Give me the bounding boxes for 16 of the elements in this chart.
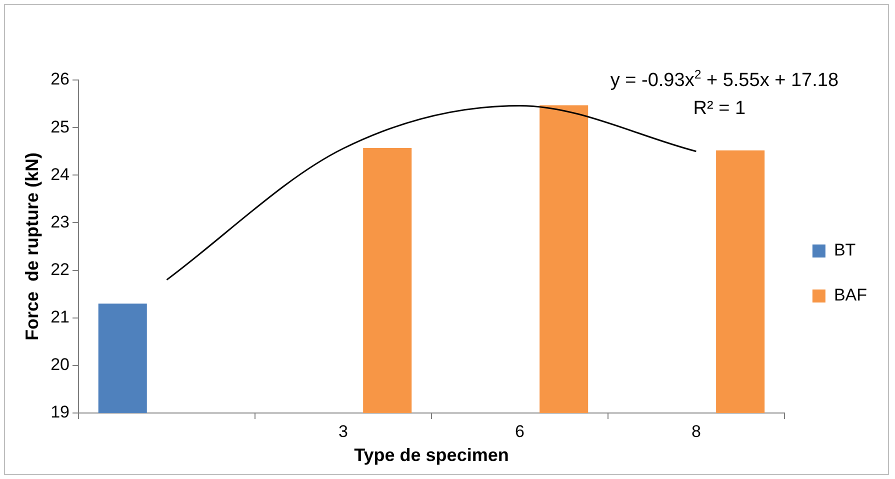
x-axis-title: Type de specimen [354,445,509,466]
y-tick-label: 23 [50,212,70,232]
x-tick-label: 3 [338,422,348,441]
legend-label: BT [834,240,856,260]
annotation: R² = 1 [693,98,746,119]
y-axis-title: Force de rupture (kN) [22,152,42,341]
y-tick-label: 20 [50,355,70,374]
y-tick-label: 25 [50,117,70,136]
y-tick-label: 24 [50,164,70,184]
y-tick-label: 22 [50,260,70,279]
x-tick-label: 6 [514,422,524,441]
x-tick-label: 8 [691,422,701,441]
legend-label: BAF [834,286,867,305]
y-tick-label: 19 [50,402,70,422]
y-tick-label: 26 [50,70,70,89]
y-tick-label: 21 [50,308,70,327]
